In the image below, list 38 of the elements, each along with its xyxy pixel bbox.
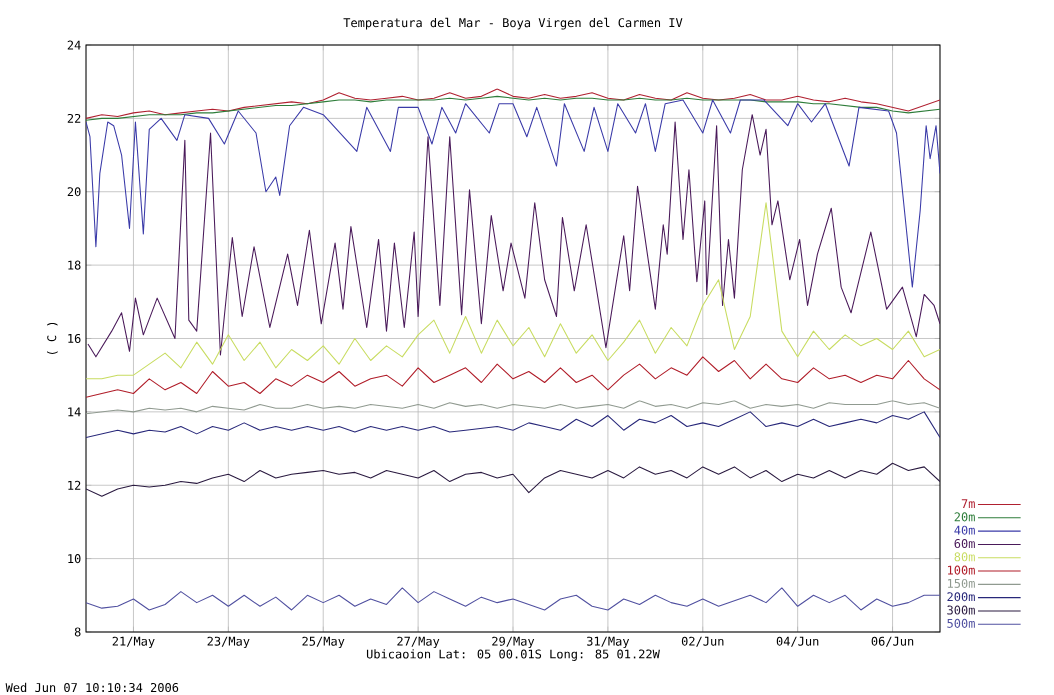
y-tick-label: 16 bbox=[68, 333, 81, 344]
x-tick-label: 06/Jun bbox=[871, 636, 914, 647]
x-tick-label: 27/May bbox=[397, 636, 440, 649]
y-tick-label: 10 bbox=[68, 554, 81, 564]
legend-label: 200m bbox=[947, 592, 975, 602]
x-tick-label: 29/May bbox=[492, 636, 535, 649]
x-tick-label: 21/May bbox=[112, 636, 155, 649]
x-axis-title: Ubicaoion Lat: 05 00.01S Long: 85 01.22W bbox=[366, 649, 660, 661]
y-tick-label: 24 bbox=[67, 40, 81, 50]
line-series bbox=[86, 356, 940, 398]
legend-label: 60m bbox=[954, 538, 975, 549]
line-series bbox=[86, 202, 940, 380]
legend-label: 100m bbox=[947, 565, 975, 575]
x-tick-label: 04/Jun bbox=[776, 636, 819, 647]
text: Wed Jun 07 10:10:34 2006 bbox=[5, 682, 179, 693]
legend-label: 40m bbox=[954, 525, 975, 535]
chart-title: Temperatura del Mar - Boya Virgen del Carmen IV bbox=[343, 17, 683, 30]
line-series bbox=[86, 587, 940, 611]
y-tick-label: 22 bbox=[67, 113, 81, 123]
line-series bbox=[87, 114, 940, 358]
x-tick-label: 25/May bbox=[302, 636, 345, 649]
x-tick-label: 23/May bbox=[207, 636, 250, 649]
y-tick-label: 12 bbox=[68, 480, 81, 490]
x-tick-label: 02/Jun bbox=[681, 636, 724, 647]
y-tick-label: 20 bbox=[67, 187, 81, 197]
legend-label: 500m bbox=[947, 618, 975, 628]
x-tick-label: 31/May bbox=[587, 636, 630, 649]
legend-label: 80m bbox=[954, 552, 975, 562]
legend-label: 300m bbox=[947, 605, 975, 615]
legend-label: 20m bbox=[954, 512, 975, 522]
legend-label: 150m bbox=[947, 578, 975, 588]
legend-label: 7m bbox=[961, 499, 975, 508]
line-series bbox=[86, 99, 940, 288]
y-tick-label: 18 bbox=[68, 260, 81, 270]
y-tick-label: 14 bbox=[68, 407, 81, 417]
y-tick-label: 8 bbox=[74, 627, 81, 637]
y-axis-title: ( C ) bbox=[46, 322, 58, 355]
line-series bbox=[86, 462, 940, 497]
